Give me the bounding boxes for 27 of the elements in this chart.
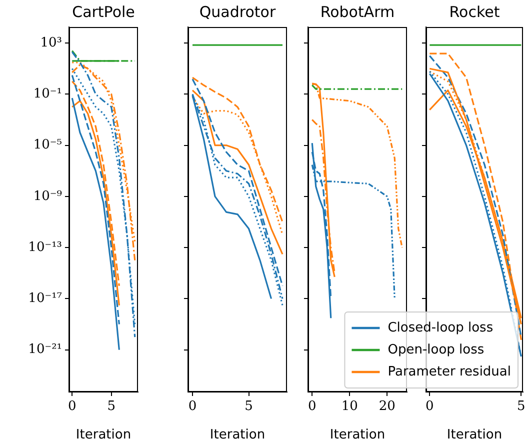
- x-tick-label: 10: [341, 399, 358, 414]
- x-tick-label: 0: [426, 399, 434, 414]
- y-tick-label: 10⁻¹³: [28, 240, 62, 255]
- y-tick-label: 10⁻¹: [33, 86, 62, 102]
- x-tick-label: 20: [378, 399, 396, 414]
- y-tick-label: 10⁻¹⁷: [28, 291, 62, 306]
- x-axis-title: Iteration: [446, 428, 502, 443]
- x-tick-label: 5: [107, 399, 116, 414]
- y-tick-label: 10⁻⁹: [33, 188, 62, 204]
- y-tick-label: 10⁻⁵: [33, 138, 62, 153]
- legend-label: Parameter residual: [388, 364, 512, 380]
- x-axis-title: Iteration: [330, 428, 386, 443]
- y-tick-label: 10³: [40, 35, 62, 50]
- chart-title: Quadrotor: [199, 2, 276, 21]
- x-tick-label: 0: [308, 399, 316, 414]
- y-tick-label: 10⁻²¹: [28, 342, 62, 358]
- x-tick-label: 0: [188, 399, 197, 414]
- x-axis-title: Iteration: [76, 428, 132, 443]
- x-tick-label: 0: [68, 399, 76, 414]
- chart-title: RobotArm: [320, 2, 395, 21]
- x-tick-label: 5: [517, 399, 526, 414]
- x-tick-label: 5: [244, 399, 253, 414]
- chart-title: Rocket: [449, 2, 500, 21]
- legend-label: Closed-loop loss: [388, 320, 494, 336]
- chart-title: CartPole: [72, 2, 135, 21]
- x-axis-title: Iteration: [210, 428, 266, 443]
- legend-label: Open-loop loss: [388, 342, 484, 358]
